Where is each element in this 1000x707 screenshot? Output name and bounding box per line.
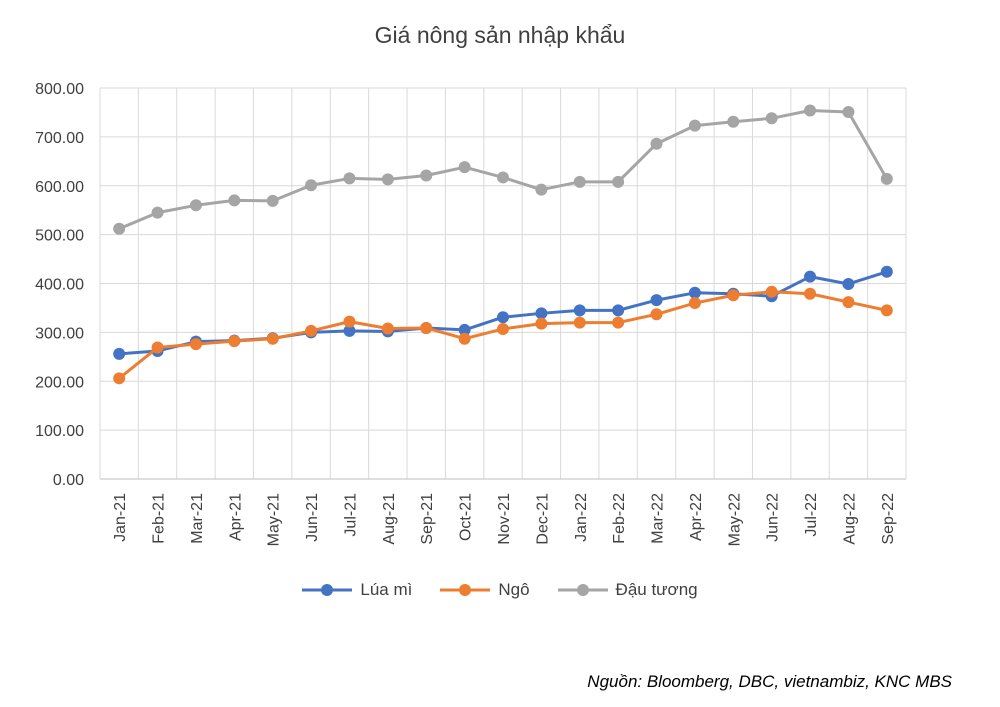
data-point [381,322,394,335]
x-tick-label: Jan-21 [112,493,129,542]
data-point [650,294,663,307]
data-point [535,307,548,320]
x-tick-label: Jul-22 [803,493,820,537]
data-point [266,332,279,345]
y-tick-label: 600.00 [35,179,84,196]
y-tick-label: 300.00 [35,325,84,342]
x-tick-label: Aug-21 [381,493,398,545]
x-tick-label: May-22 [726,493,743,546]
data-point [497,322,509,335]
chart-title: Giá nông sản nhập khẩu [374,22,626,48]
y-tick-label: 100.00 [35,423,84,440]
x-tick-label: Jul-21 [342,493,359,537]
source-note: Nguồn: Bloomberg, DBC, vietnambiz, KNC M… [587,672,952,691]
data-point [688,119,701,132]
data-point [650,308,663,321]
legend: Lúa mì Ngô Đậu tương [0,580,1000,600]
data-point [573,304,586,317]
y-tick-label: 800.00 [35,81,84,98]
y-tick-label: 0.00 [53,472,84,489]
data-point [497,171,509,184]
legend-item-lua-mi: Lúa mì [302,580,412,600]
data-point [765,112,778,125]
legend-label-lua-mi: Lúa mì [360,580,413,599]
data-point [612,175,625,188]
x-tick-label: Dec-21 [534,493,551,545]
data-point [420,169,433,182]
x-tick-label: Jan-22 [573,493,590,542]
data-point [266,194,279,207]
data-point [842,277,855,290]
data-point [343,315,356,328]
data-point [880,172,893,185]
data-point [573,175,586,188]
data-point [842,105,855,118]
data-point [113,372,126,385]
data-point [113,222,126,235]
data-point [189,338,202,351]
data-point [727,289,740,302]
data-point [880,304,893,317]
legend-label-dau-tuong: Đậu tương [615,580,698,599]
data-point [727,115,740,128]
x-tick-label: Oct-21 [458,493,475,541]
y-tick-label: 200.00 [35,374,84,391]
x-tick-label: Feb-22 [611,493,628,544]
data-point [305,324,318,337]
legend-marker-dau-tuong [557,584,608,596]
data-point [804,104,817,117]
x-tick-label: Feb-21 [151,493,168,544]
data-point [458,332,471,345]
data-point [381,173,394,186]
x-tick-label: Apr-21 [227,493,244,541]
legend-marker-ngo [440,584,491,596]
data-point [343,172,356,185]
legend-item-dau-tuong: Đậu tương [557,580,698,600]
x-tick-label: Jun-22 [765,493,782,542]
y-tick-label: 500.00 [35,228,84,245]
data-point [497,311,509,324]
data-point [228,194,241,207]
data-point [458,161,471,174]
data-point [535,183,548,196]
data-point [189,199,202,212]
data-point [842,296,855,309]
data-point [420,321,433,334]
x-tick-label: Mar-21 [189,493,206,544]
y-tick-label: 700.00 [35,130,84,147]
data-point [305,179,318,192]
data-point [151,206,164,219]
x-tick-label: Mar-22 [650,493,667,544]
data-point [573,316,586,329]
data-point [650,137,663,150]
data-point [765,285,778,298]
data-point [113,347,126,360]
data-point [612,304,625,317]
data-point [804,287,817,300]
data-point [343,324,356,337]
data-point [535,317,548,330]
x-tick-label: Sep-22 [880,493,897,545]
data-point [804,270,817,283]
series-line-2 [118,108,889,231]
legend-label-ngo: Ngô [498,580,530,599]
x-tick-label: Sep-21 [419,493,436,545]
data-point [151,341,164,354]
x-tick-label: Aug-22 [841,493,858,545]
x-tick-label: Jun-21 [304,493,321,542]
data-point [688,297,701,310]
data-point [458,323,471,336]
data-point [688,286,701,299]
x-tick-label: Nov-21 [496,493,513,545]
data-point [612,316,625,329]
x-tick-label: Apr-22 [688,493,705,541]
x-tick-label: May-21 [266,493,283,546]
data-point [228,335,241,348]
legend-marker-lua-mi [302,584,353,596]
legend-item-ngo: Ngô [440,580,530,600]
data-point [880,265,893,278]
y-tick-label: 400.00 [35,277,84,294]
